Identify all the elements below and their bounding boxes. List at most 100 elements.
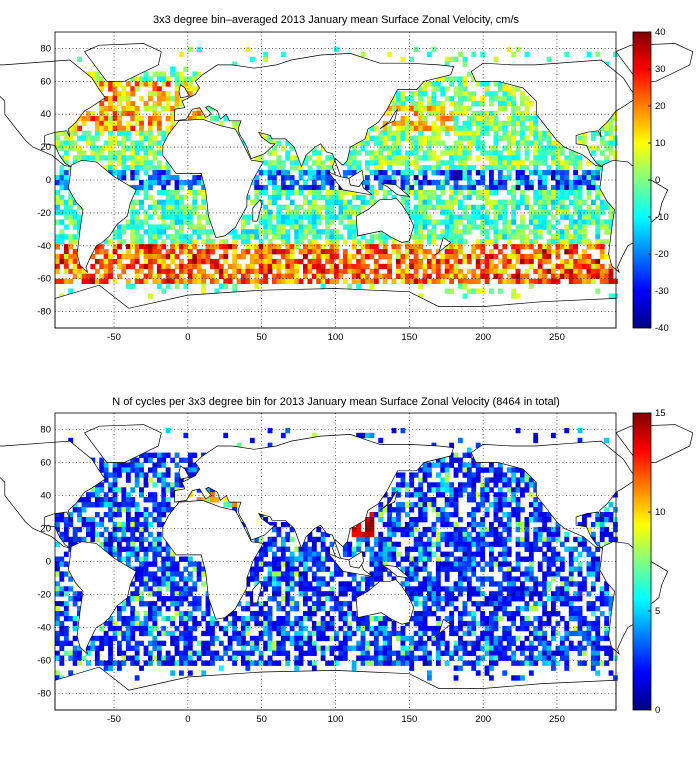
bin-cell bbox=[125, 254, 131, 260]
bin-cell bbox=[493, 477, 499, 483]
bin-cell bbox=[382, 120, 388, 127]
bin-cell bbox=[551, 630, 556, 637]
bin-cell bbox=[391, 170, 397, 176]
bin-cell bbox=[524, 556, 530, 562]
bin-cell bbox=[555, 254, 561, 260]
bin-cell bbox=[471, 249, 477, 255]
bin-cell bbox=[148, 106, 153, 112]
bin-cell bbox=[418, 204, 424, 211]
bin-cell bbox=[471, 601, 477, 607]
velocity-panel: 3x3 degree bin–averaged 2013 January mea… bbox=[0, 14, 694, 343]
bin-cell bbox=[143, 536, 149, 543]
bin-cell bbox=[165, 507, 171, 513]
bin-cell bbox=[148, 457, 153, 463]
bin-cell bbox=[506, 135, 512, 141]
bin-cell bbox=[365, 620, 370, 627]
bin-cell bbox=[338, 209, 344, 215]
bin-cell bbox=[422, 477, 428, 483]
bin-cell bbox=[590, 561, 596, 567]
bin-cell bbox=[117, 462, 122, 468]
bin-cell bbox=[613, 517, 618, 523]
bin-cell bbox=[480, 51, 486, 58]
bin-cell bbox=[458, 556, 463, 562]
bin-cell bbox=[515, 467, 521, 473]
bin-cell bbox=[311, 244, 317, 250]
bin-cell bbox=[86, 517, 91, 523]
bin-cell bbox=[272, 150, 277, 156]
bin-cell bbox=[533, 145, 539, 151]
bin-cell bbox=[311, 189, 317, 196]
bin-cell bbox=[223, 616, 229, 622]
bin-cell bbox=[413, 110, 419, 117]
bin-cell bbox=[413, 601, 419, 607]
bin-cell bbox=[307, 263, 313, 270]
bin-cell bbox=[130, 170, 136, 176]
bin-cell bbox=[511, 101, 517, 107]
bin-cell bbox=[165, 487, 171, 493]
bin-cell bbox=[285, 591, 291, 597]
bin-cell bbox=[502, 209, 508, 215]
bin-cell bbox=[378, 145, 384, 151]
bin-cell bbox=[431, 140, 437, 146]
bin-cell bbox=[148, 531, 153, 538]
bin-cell bbox=[285, 273, 291, 280]
bin-cell bbox=[63, 244, 69, 250]
bin-cell bbox=[537, 546, 543, 552]
bin-cell bbox=[165, 546, 171, 552]
bin-cell bbox=[356, 591, 362, 597]
bin-cell bbox=[427, 214, 432, 220]
bin-cell bbox=[139, 120, 144, 127]
bin-cell bbox=[276, 278, 282, 285]
bin-cell bbox=[161, 189, 167, 196]
bin-cell bbox=[453, 581, 459, 587]
bin-cell bbox=[564, 273, 570, 280]
bin-cell bbox=[161, 204, 167, 211]
bin-cell bbox=[316, 175, 322, 181]
bin-cell bbox=[174, 477, 180, 483]
bin-cell bbox=[263, 576, 269, 582]
bin-cell bbox=[223, 254, 229, 260]
bin-cell bbox=[179, 249, 184, 255]
bin-cell bbox=[81, 497, 87, 503]
bin-cell bbox=[573, 556, 579, 562]
bin-cell bbox=[161, 224, 167, 230]
bin-cell bbox=[285, 184, 291, 191]
bin-cell bbox=[511, 249, 517, 255]
bin-cell bbox=[413, 125, 419, 132]
bin-cell bbox=[130, 620, 136, 627]
bin-cell bbox=[272, 140, 277, 146]
bin-cell bbox=[493, 620, 499, 627]
bin-cell bbox=[183, 591, 189, 597]
bin-cell bbox=[599, 263, 605, 270]
bin-cell bbox=[568, 234, 574, 240]
bin-cell bbox=[555, 249, 561, 255]
bin-cell bbox=[356, 625, 362, 632]
bin-cell bbox=[595, 263, 601, 270]
bin-cell bbox=[272, 170, 277, 176]
bin-cell bbox=[435, 507, 441, 513]
bin-cell bbox=[307, 258, 313, 265]
bin-cell bbox=[316, 620, 322, 627]
bin-cell bbox=[298, 586, 304, 592]
bin-cell bbox=[484, 487, 490, 493]
bin-cell bbox=[595, 616, 601, 622]
bin-cell bbox=[431, 91, 437, 97]
bin-cell bbox=[422, 268, 428, 275]
bin-cell bbox=[453, 457, 459, 463]
bin-cell bbox=[511, 130, 517, 137]
bin-cell bbox=[347, 150, 353, 156]
bin-cell bbox=[542, 160, 548, 166]
bin-cell bbox=[143, 209, 149, 215]
bin-cell bbox=[143, 219, 149, 225]
bin-cell bbox=[418, 120, 424, 127]
bin-cell bbox=[511, 278, 517, 285]
bin-cell bbox=[351, 630, 357, 637]
bin-cell bbox=[298, 204, 304, 211]
bin-cell bbox=[440, 630, 446, 637]
bin-cell bbox=[599, 601, 605, 607]
bin-cell bbox=[165, 130, 171, 137]
bin-cell bbox=[325, 165, 331, 171]
bin-cell bbox=[77, 497, 82, 503]
bin-cell bbox=[528, 591, 534, 597]
bin-cell bbox=[201, 283, 207, 289]
